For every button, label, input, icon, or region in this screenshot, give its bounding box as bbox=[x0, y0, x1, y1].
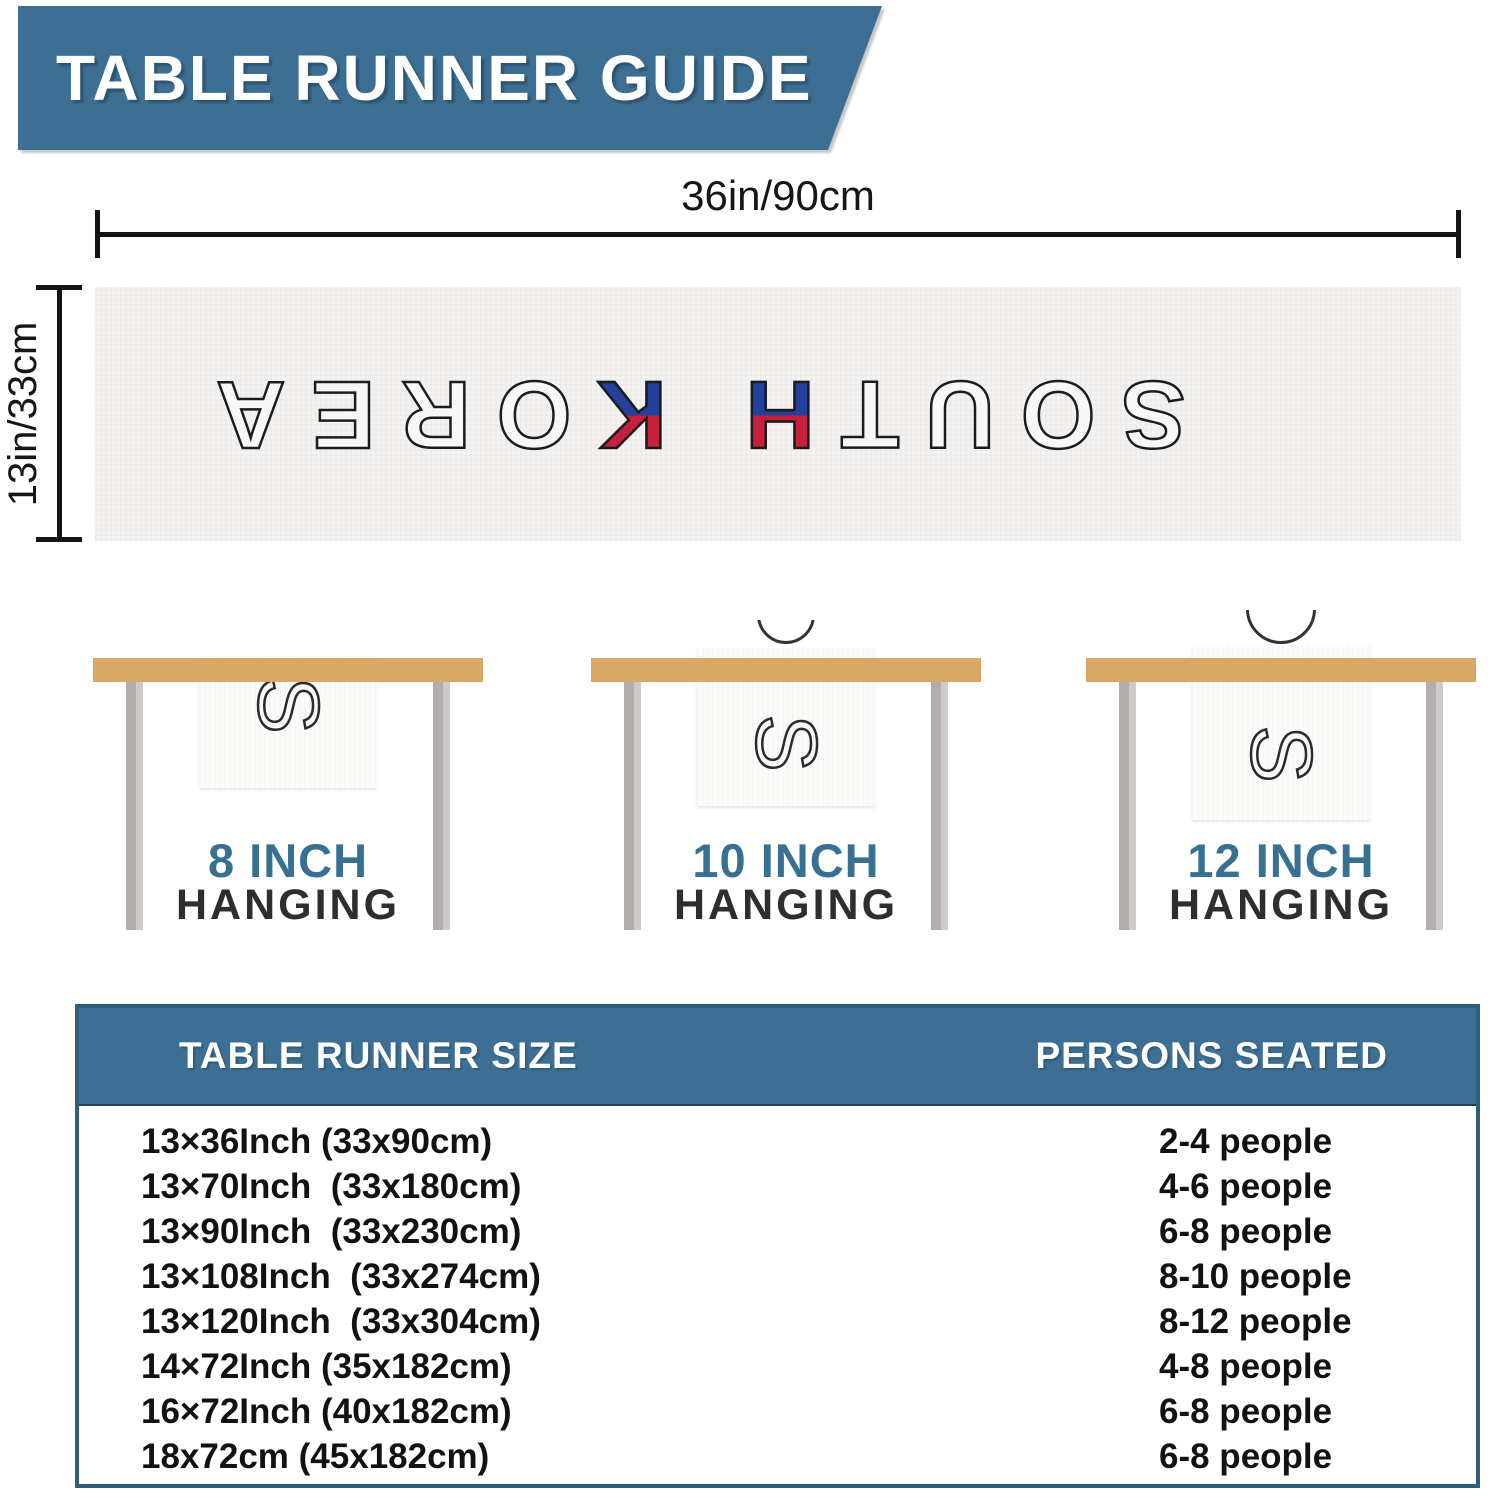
size-table: TABLE RUNNER SIZE PERSONS SEATED 13×36In… bbox=[75, 1004, 1480, 1488]
table-illustration: S 8 INCH HANGING bbox=[73, 600, 503, 935]
tabletop bbox=[93, 658, 483, 682]
table-row: 18x72cm (45x182cm) 6-8 people bbox=[79, 1434, 1476, 1479]
table-row: 13×120Inch (33x304cm) 8-12 people bbox=[79, 1299, 1476, 1344]
dimension-endcap-right bbox=[1456, 210, 1461, 258]
runner-preview: SOUTH KOREA bbox=[95, 287, 1461, 541]
table-row: 13×90Inch (33x230cm) 6-8 people bbox=[79, 1209, 1476, 1254]
row-size-cell: 13×90Inch (33x230cm) bbox=[141, 1211, 522, 1251]
runner-back-fragment bbox=[754, 620, 818, 646]
runner-letter: O bbox=[470, 360, 573, 470]
hanging-word-label: HANGING bbox=[1168, 881, 1394, 929]
table-illustration: S 12 INCH HANGING bbox=[1066, 600, 1493, 935]
hanging-word-label: HANGING bbox=[673, 881, 899, 929]
runner-letter: E bbox=[284, 360, 377, 470]
table-row: 13×108Inch (33x274cm) 8-10 people bbox=[79, 1254, 1476, 1299]
header-banner-shape: TABLE RUNNER GUIDE bbox=[18, 6, 882, 150]
header-banner: TABLE RUNNER GUIDE bbox=[18, 6, 882, 150]
table-leg-right bbox=[1426, 682, 1443, 930]
hanging-size-label: 10 INCH bbox=[692, 834, 880, 887]
hanging-size-label: 8 INCH bbox=[207, 834, 369, 887]
table-leg-left bbox=[1119, 682, 1136, 930]
row-size-cell: 18x72cm (45x182cm) bbox=[141, 1436, 490, 1476]
runner-back-fragment-arc bbox=[757, 620, 815, 644]
tabletop bbox=[591, 658, 981, 682]
width-dimension-line bbox=[97, 232, 1458, 237]
runner-back-fragment bbox=[1239, 610, 1323, 644]
row-size-cell: 16×72Inch (40x182cm) bbox=[141, 1391, 512, 1431]
row-persons-cell: 8-10 people bbox=[1159, 1256, 1352, 1296]
table-leg-left bbox=[126, 682, 143, 930]
hanging-size-label: 12 INCH bbox=[1187, 834, 1375, 887]
table-leg-right bbox=[433, 682, 450, 930]
row-persons-cell: 6-8 people bbox=[1159, 1391, 1333, 1431]
row-size-cell: 13×70Inch (33x180cm) bbox=[141, 1166, 522, 1206]
dimension-endcap-bottom bbox=[36, 537, 82, 542]
runner-letter: U bbox=[898, 360, 996, 470]
row-persons-cell: 4-8 people bbox=[1159, 1346, 1333, 1386]
size-table-header: TABLE RUNNER SIZE PERSONS SEATED bbox=[79, 1008, 1476, 1106]
hanging-runner-letter: S bbox=[1232, 724, 1331, 784]
hanging-runner-letter: S bbox=[239, 675, 338, 735]
table-row: 13×70Inch (33x180cm) 4-6 people bbox=[79, 1164, 1476, 1209]
row-size-cell: 13×120Inch (33x304cm) bbox=[141, 1301, 541, 1341]
runner-letter-flag: H bbox=[718, 360, 816, 470]
width-dimension-label: 36in/90cm bbox=[681, 172, 875, 219]
hanging-runner: S bbox=[199, 656, 377, 788]
table-row: 13×36Inch (33x90cm) 2-4 people bbox=[79, 1119, 1476, 1164]
row-persons-cell: 2-4 people bbox=[1159, 1121, 1333, 1161]
runner-letter: T bbox=[814, 360, 901, 470]
runner-letter-flag: K bbox=[570, 360, 668, 470]
table-leg-right bbox=[931, 682, 948, 930]
hanging-word-label: HANGING bbox=[175, 881, 401, 929]
runner-letter: S bbox=[1094, 360, 1187, 470]
column-header-persons: PERSONS SEATED bbox=[1035, 1035, 1388, 1076]
height-dimension-label: 13in/33cm bbox=[1, 321, 45, 507]
row-persons-cell: 6-8 people bbox=[1159, 1436, 1333, 1476]
dimension-endcap-top bbox=[36, 285, 82, 290]
table-illustration: S 10 INCH HANGING bbox=[571, 600, 1001, 935]
runner-letter: O bbox=[994, 360, 1097, 470]
page-title: TABLE RUNNER GUIDE bbox=[56, 42, 813, 114]
dimension-endcap-left bbox=[95, 210, 100, 258]
row-size-cell: 14×72Inch (35x182cm) bbox=[141, 1346, 512, 1386]
table-row: 16×72Inch (40x182cm) 6-8 people bbox=[79, 1389, 1476, 1434]
column-header-size: TABLE RUNNER SIZE bbox=[179, 1035, 578, 1076]
runner-word: SOUTH KOREA bbox=[189, 360, 1187, 470]
runner-letter bbox=[667, 361, 720, 468]
row-size-cell: 13×108Inch (33x274cm) bbox=[141, 1256, 541, 1296]
size-table-body: 13×36Inch (33x90cm) 2-4 people 13×70Inch… bbox=[79, 1106, 1476, 1479]
height-dimension-line bbox=[57, 288, 62, 540]
table-leg-left bbox=[624, 682, 641, 930]
row-persons-cell: 8-12 people bbox=[1159, 1301, 1352, 1341]
runner-letter: R bbox=[374, 360, 472, 470]
tabletop bbox=[1086, 658, 1476, 682]
row-persons-cell: 4-6 people bbox=[1159, 1166, 1333, 1206]
row-size-cell: 13×36Inch (33x90cm) bbox=[141, 1121, 493, 1161]
table-row: 14×72Inch (35x182cm) 4-8 people bbox=[79, 1344, 1476, 1389]
runner-letter: A bbox=[189, 360, 287, 470]
row-persons-cell: 6-8 people bbox=[1159, 1211, 1333, 1251]
runner-back-fragment-arc bbox=[1246, 610, 1316, 644]
